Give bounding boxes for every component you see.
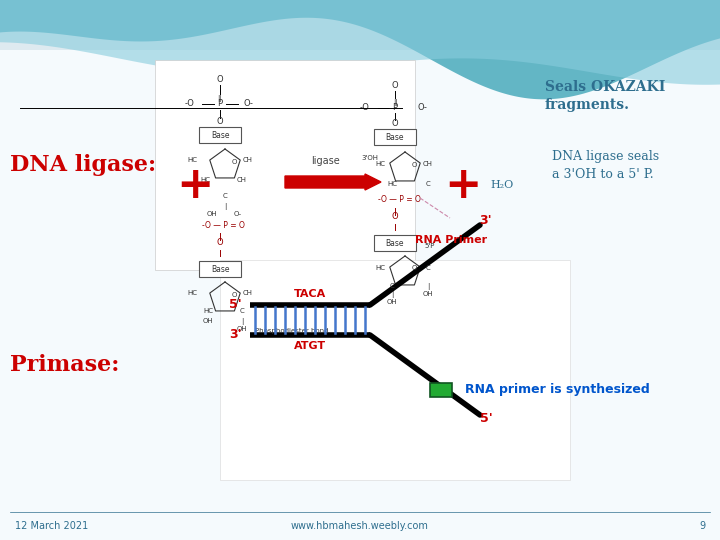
Text: O: O [411,265,417,271]
Text: C: C [426,265,431,271]
Text: DNA ligase:: DNA ligase: [10,154,156,176]
Text: 5': 5' [480,413,492,426]
Text: CH: CH [243,290,253,296]
Text: HC: HC [187,290,197,296]
Text: ligase: ligase [310,156,339,166]
Text: -O — P = O: -O — P = O [202,221,245,230]
Text: -O — P = O: -O — P = O [378,195,421,204]
Text: O-: O- [417,104,427,112]
Text: 3': 3' [480,214,492,227]
Text: 5'P: 5'P [425,243,435,249]
Text: 12 March 2021: 12 March 2021 [15,521,89,531]
Text: O-: O- [243,99,253,109]
Text: Seals OKAZAKI
fragments.: Seals OKAZAKI fragments. [545,80,665,112]
Text: ||: || [217,94,222,102]
Text: Base: Base [211,131,229,139]
Text: |: | [224,203,226,210]
FancyArrow shape [285,174,381,190]
Text: Base: Base [386,132,404,141]
Text: +: + [176,164,214,206]
Text: C: C [222,193,228,199]
Text: O: O [231,292,237,298]
Text: OH: OH [423,291,433,297]
Text: O: O [231,159,237,165]
Bar [220,260,570,480]
Text: RNA primer is synthesized: RNA primer is synthesized [465,383,649,396]
Text: HC: HC [387,181,397,187]
Text: C: C [426,181,431,187]
Text: Base: Base [211,265,229,273]
Text: H₂O: H₂O [490,180,513,190]
Text: HC: HC [187,157,197,163]
Text: RNA Primer: RNA Primer [415,235,487,245]
Text: CH: CH [237,177,247,183]
Text: O-: O- [234,211,242,217]
Text: OH: OH [203,318,213,324]
Text: O: O [392,82,398,91]
Text: C: C [240,308,244,314]
Text: -O: -O [185,99,195,109]
FancyBboxPatch shape [374,129,416,145]
Bar [430,383,452,397]
Text: Phosphodiester bond: Phosphodiester bond [255,328,328,334]
Text: DNA ligase seals
a 3'OH to a 5' P.: DNA ligase seals a 3'OH to a 5' P. [552,150,659,181]
Text: O: O [411,162,417,168]
FancyBboxPatch shape [199,127,241,143]
Text: |: | [391,291,393,298]
Text: O: O [217,238,223,247]
Text: O: O [392,119,398,129]
Text: O: O [217,118,223,126]
Text: HC: HC [203,308,213,314]
Polygon shape [0,0,720,99]
Polygon shape [0,0,720,85]
Text: Base: Base [386,239,404,247]
FancyBboxPatch shape [374,235,416,251]
Text: CH: CH [423,161,433,167]
Text: www.hbmahesh.weebly.com: www.hbmahesh.weebly.com [291,521,429,531]
Text: HC: HC [200,177,210,183]
Text: CH: CH [243,157,253,163]
Text: 3'OH: 3'OH [361,155,379,161]
Text: ATGT: ATGT [294,341,326,351]
Bar [155,60,415,270]
Text: TACA: TACA [294,289,326,299]
Text: |: | [240,318,243,325]
FancyBboxPatch shape [199,261,241,277]
Text: HC: HC [375,265,385,271]
Text: 5': 5' [229,299,242,312]
Text: 3': 3' [230,328,242,341]
Text: +: + [444,164,482,206]
Text: 9: 9 [699,521,705,531]
Text: Primase:: Primase: [10,354,120,376]
Text: C: C [390,283,395,289]
Text: ||: || [392,98,397,105]
Text: HC: HC [375,161,385,167]
Text: O: O [392,212,398,221]
Text: P: P [392,104,397,112]
Text: OH: OH [237,326,247,332]
Text: OH: OH [387,299,397,305]
Text: OH: OH [207,211,217,217]
Text: O: O [217,76,223,84]
Text: P: P [217,99,222,109]
Text: |: | [427,283,429,290]
Text: -O: -O [360,104,370,112]
